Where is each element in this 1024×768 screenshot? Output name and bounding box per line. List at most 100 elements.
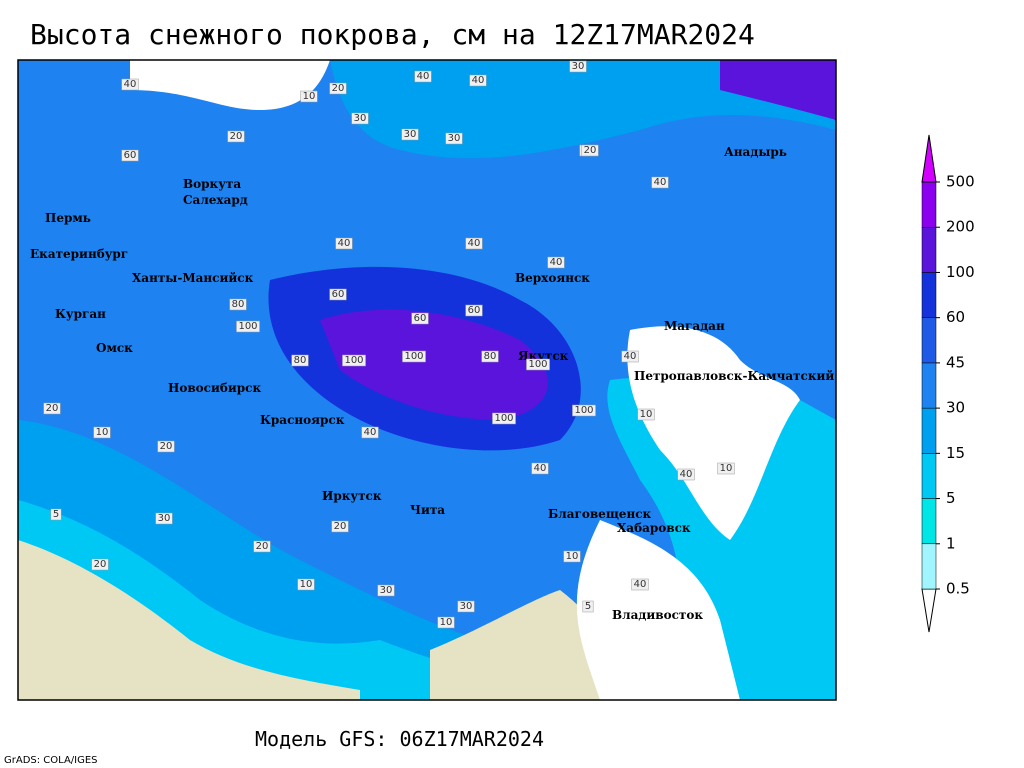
contour-label: 20 [334, 521, 347, 532]
contour-label-box [547, 256, 565, 269]
contour-label-box [563, 550, 581, 563]
city: Воркута [183, 177, 241, 191]
city: Верхоянск [515, 271, 590, 285]
contour-label: 40 [417, 71, 430, 82]
contour-label-box [227, 130, 245, 143]
contour-label: 100 [344, 355, 363, 366]
city: Салехард [183, 193, 248, 207]
contour-label: 30 [448, 133, 461, 144]
contour-label-box [331, 520, 349, 533]
contour-label: 20 [46, 403, 59, 414]
contour-label: 5 [53, 509, 59, 520]
contour-label-box [329, 82, 347, 95]
colorbar-label: 500 [946, 173, 975, 191]
city: Благовещенск [548, 507, 652, 521]
contour-label-box [469, 74, 487, 87]
region [607, 377, 836, 700]
contour-label-box [43, 402, 61, 415]
contour-label: 40 [654, 177, 667, 188]
contour-label: 30 [158, 513, 171, 524]
contour-label-box [351, 112, 369, 125]
contour-label: 60 [332, 289, 345, 300]
city: Хабаровск [617, 521, 691, 535]
contour-label: 30 [460, 601, 473, 612]
contour-label-box [229, 298, 247, 311]
contour-labels: 40 40 30 20 10 30 30 20 30 20 40 60 40 4… [43, 60, 735, 629]
contour-label-box [414, 70, 432, 83]
contour-label-box [236, 320, 260, 333]
contour-label-box [155, 512, 173, 525]
city: Магадан [664, 319, 725, 333]
contour-label-box [361, 426, 379, 439]
contour-label: 30 [354, 113, 367, 124]
contour-label-box [335, 237, 353, 250]
colorbar-label: 100 [946, 263, 975, 281]
colorbar-label: 15 [946, 444, 965, 462]
contour-label-box [50, 508, 62, 521]
contour-label: 10 [300, 579, 313, 590]
contour-label: 20 [160, 441, 173, 452]
contour-label: 10 [720, 463, 733, 474]
city: Чита [410, 503, 445, 517]
city: Владивосток [612, 608, 703, 622]
contour-label-box [621, 350, 639, 363]
contour-label-box [637, 408, 655, 421]
contour-label-box [631, 578, 649, 591]
contour-label-box [401, 128, 419, 141]
contour-label: 80 [294, 355, 307, 366]
contour-label-box [581, 144, 599, 157]
contour-label-box [253, 540, 271, 553]
city: Иркутск [322, 489, 382, 503]
contour-label: 20 [94, 559, 107, 570]
contour-label: 60 [414, 313, 427, 324]
colorbar-label: 200 [946, 218, 975, 236]
region [18, 540, 360, 700]
colorbar-label: 1 [946, 534, 956, 552]
city: Омск [96, 341, 133, 355]
map-frame [17, 59, 837, 701]
contour-label: 100 [404, 351, 423, 362]
colorbar-box [921, 453, 937, 499]
contour-label: 40 [338, 238, 351, 249]
contour-label: 40 [550, 257, 563, 268]
contour-label: 30 [380, 585, 393, 596]
colorbar-low [921, 588, 937, 633]
contour-label-box [481, 350, 499, 363]
contour-label-box [93, 426, 111, 439]
contour-label-box [121, 149, 139, 162]
contour-label: 10 [303, 91, 316, 102]
colorbar-label: 30 [946, 399, 965, 417]
contour-label: 40 [624, 351, 637, 362]
colorbar-box [921, 407, 937, 454]
city: Новосибирск [168, 381, 261, 395]
city: Пермь [45, 211, 91, 225]
contour-label-box [377, 584, 395, 597]
colorbar-box [921, 272, 937, 318]
colorbar-box [921, 543, 937, 590]
contour-label-box [465, 237, 483, 250]
title: Высота снежного покрова, см на 12Z17MAR2… [30, 18, 755, 51]
contour-label: 40 [124, 79, 137, 90]
contour-label-box [677, 468, 695, 481]
contour-label: 60 [468, 305, 481, 316]
contour-label: 100 [528, 359, 547, 370]
contour-label: 100 [238, 321, 257, 332]
colorbar-box [921, 317, 937, 364]
city: Курган [55, 307, 106, 321]
contour-label-box [465, 304, 483, 317]
contour-label: 60 [124, 150, 137, 161]
colorbar-high [921, 134, 937, 183]
credit: GrADS: COLA/IGES [4, 755, 98, 766]
contour-label-box [437, 616, 455, 629]
contour-label: 80 [232, 299, 245, 310]
colorbar-box [921, 226, 937, 273]
contour-label: 40 [472, 75, 485, 86]
contour-label-box [531, 462, 549, 475]
contour-label: 100 [574, 405, 593, 416]
contour-label-box [492, 412, 516, 425]
colorbar-label: 45 [946, 353, 965, 371]
contour-label-box [457, 600, 475, 613]
contour-label: 80 [484, 351, 497, 362]
